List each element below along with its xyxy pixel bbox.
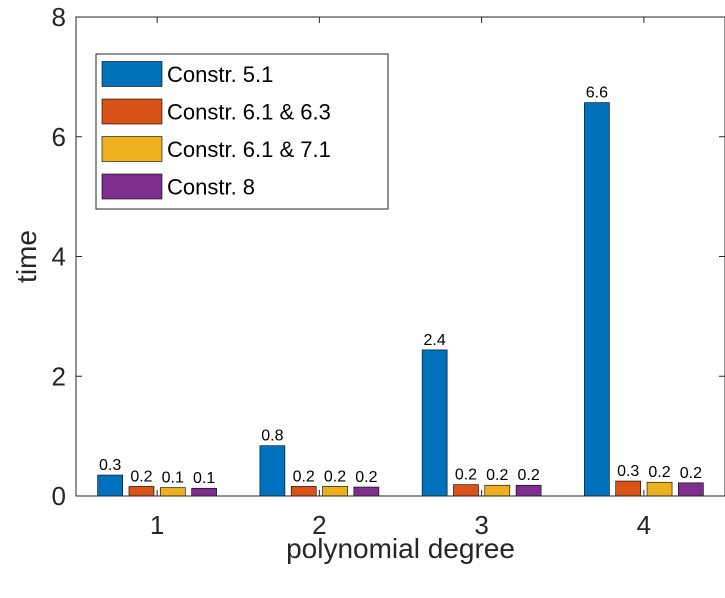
y-tick-label: 2 xyxy=(52,361,66,391)
bar-series-4-cat-2 xyxy=(353,486,380,497)
data-label-series-2-cat-3: 0.2 xyxy=(455,467,477,484)
bar-series-1-cat-4 xyxy=(584,102,610,497)
legend-swatch xyxy=(101,173,163,200)
data-label-series-1-cat-2: 0.8 xyxy=(261,428,283,445)
data-label-series-2-cat-4: 0.3 xyxy=(617,463,639,480)
bar-series-1-cat-3 xyxy=(421,349,448,497)
x-axis-label: polynomial degree xyxy=(286,533,515,564)
data-labels-layer: 0.3 0.8 2.4 6.6 0.2 0.2 0.2 0.3 0.1 0.2 0.2 0.2 0.1 0… xyxy=(99,85,702,488)
x-tick-label: 2 xyxy=(312,510,326,540)
bar-series-2-cat-1 xyxy=(128,486,155,497)
data-label-series-1-cat-4: 6.6 xyxy=(586,85,608,102)
data-label-series-2-cat-2: 0.2 xyxy=(293,468,315,485)
bar-series-3-cat-2 xyxy=(322,486,348,497)
data-label-series-3-cat-4: 0.2 xyxy=(648,464,670,481)
legend: Constr. 5.1 Constr. 6.1 & 6.3 Constr. 6.1 … xyxy=(95,53,389,210)
bar-series-4-cat-4 xyxy=(678,482,704,497)
legend-entry-label: Constr. 6.1 & 7.1 xyxy=(167,137,331,162)
x-tick-label: 3 xyxy=(474,510,488,540)
data-label-series-3-cat-2: 0.2 xyxy=(324,468,346,485)
legend-entry-label: Constr. 6.1 & 6.3 xyxy=(167,100,331,125)
data-label-series-3-cat-3: 0.2 xyxy=(486,467,508,484)
data-label-series-4-cat-3: 0.2 xyxy=(517,467,539,484)
data-label-series-4-cat-4: 0.2 xyxy=(680,465,702,482)
data-label-series-1-cat-1: 0.3 xyxy=(99,457,121,474)
y-tick-label: 4 xyxy=(52,242,66,272)
data-label-series-4-cat-1: 0.1 xyxy=(193,470,215,487)
bar-series-2-cat-4 xyxy=(615,480,642,497)
bar-series-3-cat-4 xyxy=(646,481,673,497)
data-label-series-2-cat-1: 0.2 xyxy=(130,468,152,485)
bar-series-1-cat-1 xyxy=(97,474,123,497)
legend-swatch xyxy=(101,98,163,125)
legend-entry-label: Constr. 8 xyxy=(167,175,255,200)
bar-series-3-cat-1 xyxy=(159,487,186,497)
bar-series-2-cat-2 xyxy=(290,486,317,497)
y-tick-label: 6 xyxy=(52,122,66,152)
bars-layer xyxy=(97,102,704,497)
bar-series-3-cat-3 xyxy=(484,484,511,497)
y-tick-label: 0 xyxy=(52,481,66,511)
data-label-series-4-cat-2: 0.2 xyxy=(355,469,377,486)
legend-entry-label: Constr. 5.1 xyxy=(167,62,273,87)
x-tick-label: 4 xyxy=(637,510,651,540)
bar-series-1-cat-2 xyxy=(259,445,286,497)
data-label-series-3-cat-1: 0.1 xyxy=(162,470,184,487)
bar-series-4-cat-3 xyxy=(515,484,542,497)
data-label-series-1-cat-3: 2.4 xyxy=(424,332,446,349)
y-tick-label: 8 xyxy=(52,2,66,32)
bar-series-2-cat-3 xyxy=(453,484,479,497)
x-tick-label: 1 xyxy=(150,510,164,540)
legend-swatch xyxy=(101,136,163,162)
bar-series-4-cat-1 xyxy=(191,487,217,497)
legend-swatch xyxy=(101,61,163,87)
y-axis-label: time xyxy=(11,230,42,283)
ticks-layer: 0 2 4 6 8 1 2 3 4 xyxy=(52,2,725,540)
